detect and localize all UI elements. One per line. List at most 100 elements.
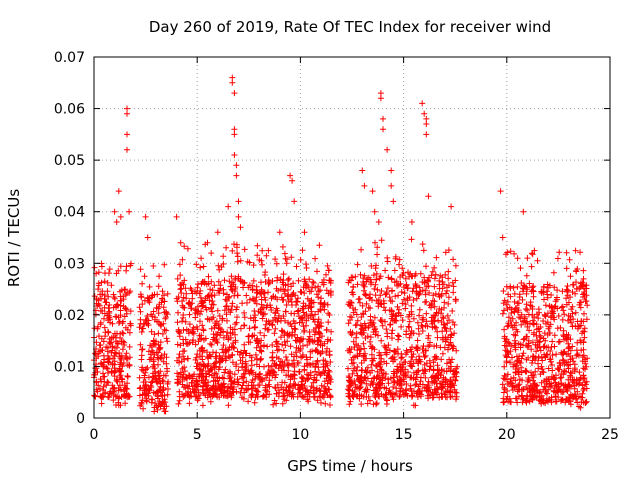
data-point xyxy=(396,361,403,367)
data-point xyxy=(350,391,357,398)
data-point xyxy=(354,317,361,324)
data-point xyxy=(234,348,241,355)
data-point xyxy=(404,297,411,304)
data-point xyxy=(220,290,227,297)
data-point xyxy=(435,310,442,317)
data-point xyxy=(353,393,360,400)
data-point xyxy=(272,362,279,369)
data-point xyxy=(392,293,399,300)
data-point xyxy=(515,393,522,400)
data-point xyxy=(161,351,168,358)
data-point xyxy=(306,276,313,283)
data-point xyxy=(573,279,579,286)
data-point xyxy=(144,313,151,319)
data-point xyxy=(557,362,564,369)
data-point xyxy=(273,390,280,397)
data-point xyxy=(372,281,379,288)
data-point xyxy=(323,271,329,278)
data-point xyxy=(547,383,553,390)
data-point xyxy=(181,392,188,399)
data-point xyxy=(434,367,441,374)
data-point xyxy=(284,293,291,300)
data-point xyxy=(385,376,392,383)
data-point xyxy=(197,318,203,325)
data-point xyxy=(376,385,383,392)
data-point xyxy=(232,276,239,283)
data-point xyxy=(254,252,261,259)
data-point xyxy=(527,382,534,389)
data-point xyxy=(409,363,416,370)
data-point xyxy=(431,317,438,324)
data-point xyxy=(355,342,362,349)
data-point xyxy=(576,369,583,376)
data-point xyxy=(441,368,448,374)
data-point xyxy=(121,286,128,293)
data-point xyxy=(233,162,240,169)
data-point xyxy=(423,115,430,122)
data-point xyxy=(277,276,284,283)
data-point xyxy=(308,383,315,390)
data-point xyxy=(265,289,271,296)
data-point xyxy=(104,288,111,295)
data-point xyxy=(574,351,581,358)
data-point xyxy=(565,312,572,319)
data-point xyxy=(264,326,271,333)
data-point xyxy=(273,260,280,267)
data-point xyxy=(223,311,230,318)
data-point xyxy=(567,353,573,360)
data-point xyxy=(232,337,239,344)
data-point xyxy=(127,308,134,315)
data-point xyxy=(406,318,413,325)
data-point xyxy=(363,300,370,307)
data-point xyxy=(451,386,458,393)
data-point xyxy=(362,308,369,315)
data-point xyxy=(325,267,332,274)
data-point xyxy=(213,336,220,343)
data-point xyxy=(408,308,415,315)
data-point xyxy=(582,285,589,292)
data-point xyxy=(523,284,530,291)
data-point xyxy=(223,244,230,251)
data-point xyxy=(256,371,263,378)
data-point xyxy=(423,387,430,394)
data-point xyxy=(250,277,257,284)
data-point xyxy=(245,339,252,346)
data-point xyxy=(243,350,250,357)
data-point xyxy=(504,393,511,400)
data-point xyxy=(315,328,322,335)
data-point xyxy=(161,392,168,399)
data-point xyxy=(218,356,225,363)
data-point xyxy=(535,365,542,372)
data-point xyxy=(267,302,274,309)
data-point xyxy=(272,309,279,316)
data-point xyxy=(398,382,405,388)
data-point xyxy=(241,322,247,329)
data-point xyxy=(387,321,393,328)
data-point xyxy=(323,349,330,356)
data-point xyxy=(221,307,228,314)
data-point xyxy=(504,376,510,383)
data-point xyxy=(574,325,581,332)
data-point xyxy=(95,282,102,289)
data-point xyxy=(533,326,540,333)
data-point xyxy=(294,360,301,366)
data-point xyxy=(237,277,244,283)
data-point xyxy=(305,315,312,321)
data-point xyxy=(389,327,396,334)
data-point xyxy=(414,319,421,326)
data-point xyxy=(422,291,429,298)
data-point xyxy=(199,278,206,285)
data-point xyxy=(105,329,112,336)
data-point xyxy=(347,398,354,405)
data-point xyxy=(231,371,238,378)
data-point xyxy=(301,278,308,285)
data-point xyxy=(568,319,575,326)
data-point xyxy=(349,360,356,367)
data-point xyxy=(404,285,411,291)
data-point xyxy=(419,346,426,352)
data-point xyxy=(500,389,507,396)
data-point xyxy=(581,293,588,300)
data-point xyxy=(98,263,105,270)
data-point xyxy=(509,354,515,361)
